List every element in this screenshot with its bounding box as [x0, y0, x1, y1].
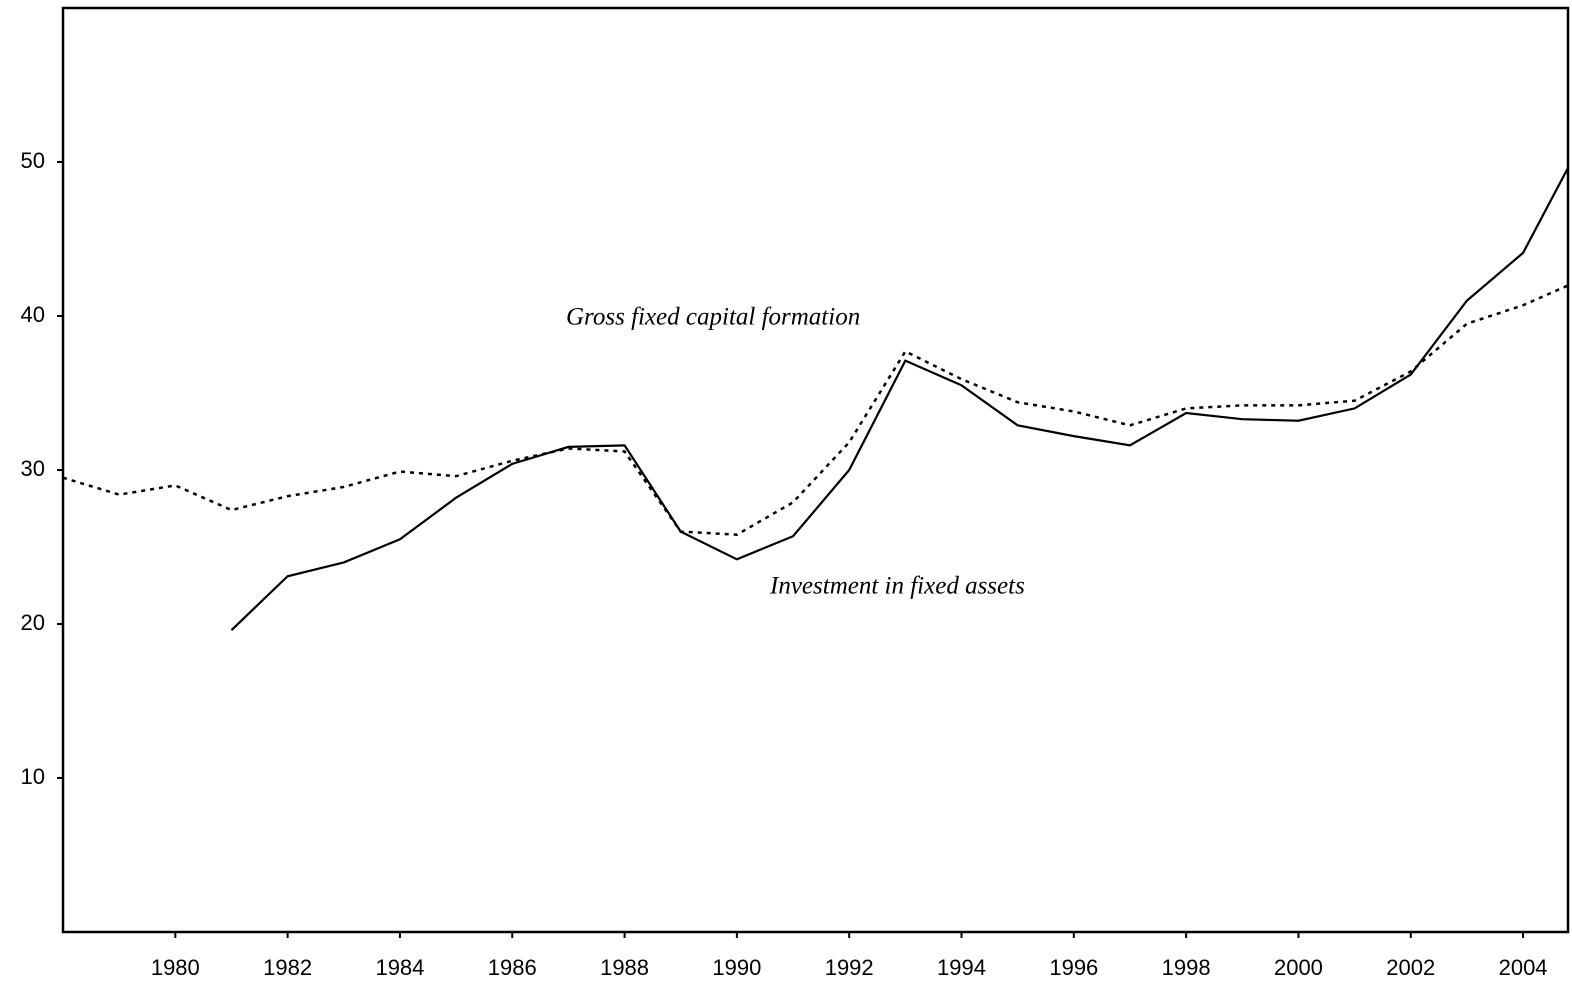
- x-tick-label: 1992: [825, 955, 874, 980]
- y-tick-label: 20: [21, 610, 45, 635]
- x-tick-label: 1990: [712, 955, 761, 980]
- series-annotation: Investment in fixed assets: [769, 573, 1025, 600]
- plot-area: [63, 165, 1568, 631]
- y-tick-label: 30: [21, 456, 45, 481]
- x-tick-label: 1982: [263, 955, 312, 980]
- series-line: [230, 165, 1568, 631]
- x-tick-label: 1998: [1162, 955, 1211, 980]
- x-tick-label: 1988: [600, 955, 649, 980]
- x-tick-label: 1980: [151, 955, 200, 980]
- y-tick-label: 50: [21, 148, 45, 173]
- series-annotation: Gross fixed capital formation: [566, 304, 860, 331]
- y-tick-label: 10: [21, 764, 45, 789]
- y-tick-label: 40: [21, 302, 45, 327]
- x-tick-label: 1996: [1049, 955, 1098, 980]
- x-tick-label: 2004: [1499, 955, 1548, 980]
- x-tick-label: 2002: [1386, 955, 1435, 980]
- series-line: [63, 284, 1568, 536]
- x-tick-label: 1994: [937, 955, 986, 980]
- plot-frame: [61, 6, 1570, 934]
- x-tick-label: 2000: [1274, 955, 1323, 980]
- x-tick-label: 1984: [375, 955, 424, 980]
- x-tick-label: 1986: [488, 955, 537, 980]
